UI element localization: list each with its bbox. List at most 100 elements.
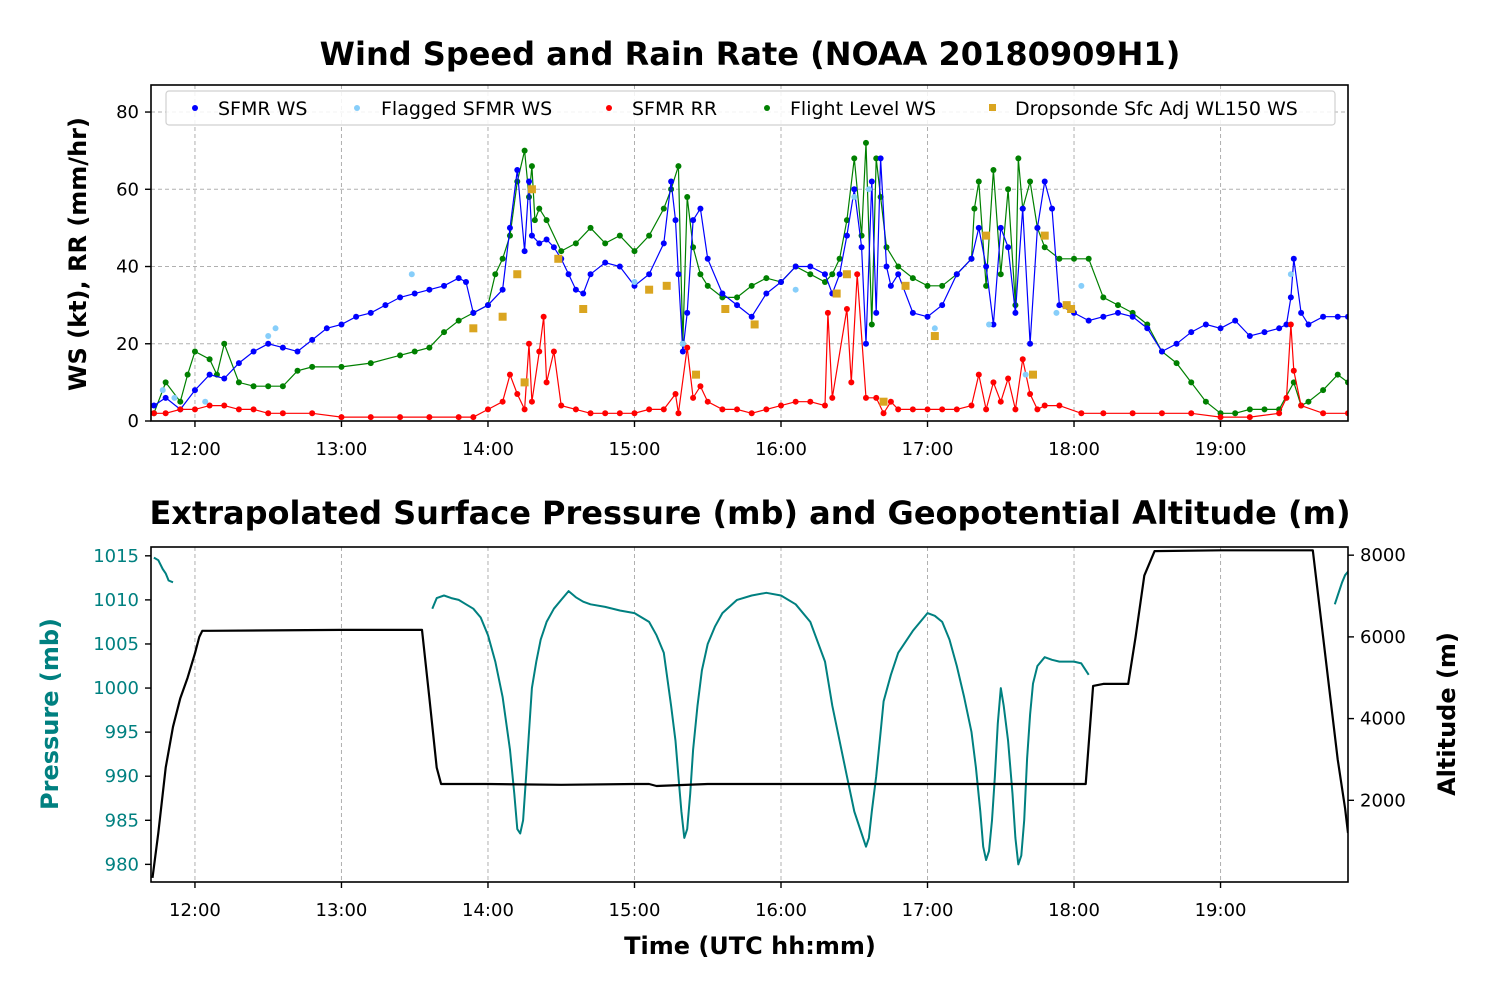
altitude-tick-label: 2000	[1360, 790, 1406, 811]
point-sfmr-ws	[1334, 313, 1341, 320]
point-sfmr-rr	[191, 406, 198, 413]
point-flight-level-ws	[411, 348, 418, 355]
time-x-axis-label: Time (UTC hh:mm)	[624, 932, 876, 960]
point-sfmr-ws	[939, 302, 946, 309]
point-flagged-sfmr-ws	[171, 394, 178, 401]
point-sfmr-ws	[1012, 309, 1019, 316]
bottom-x-tick-label: 19:00	[1195, 900, 1247, 921]
point-sfmr-rr	[1246, 414, 1253, 421]
point-sfmr-rr	[763, 406, 770, 413]
point-sfmr-ws	[924, 313, 931, 320]
point-flight-level-ws	[492, 271, 499, 278]
point-sfmr-rr	[1276, 410, 1283, 417]
point-flagged-sfmr-ws	[631, 278, 638, 285]
point-sfmr-rr	[543, 379, 550, 386]
bottom-x-tick-label: 16:00	[755, 900, 807, 921]
point-flight-level-ws	[843, 217, 850, 224]
point-flight-level-ws	[184, 371, 191, 378]
point-sfmr-rr	[821, 402, 828, 409]
point-sfmr-rr	[939, 406, 946, 413]
point-flight-level-ws	[191, 348, 198, 355]
point-flight-level-ws	[338, 363, 345, 370]
point-sfmr-rr	[1158, 410, 1165, 417]
point-sfmr-rr	[1129, 410, 1136, 417]
series-flagged-sfmr-ws	[159, 186, 1294, 405]
point-flight-level-ws	[1188, 379, 1195, 386]
pressure-tick-label: 1005	[93, 634, 139, 655]
point-sfmr-rr	[843, 306, 850, 312]
point-sfmr-rr	[587, 410, 594, 417]
point-sfmr-ws	[1305, 321, 1312, 328]
point-flight-level-ws	[675, 163, 682, 170]
point-flagged-sfmr-ws	[865, 186, 872, 193]
point-flight-level-ws	[1056, 255, 1063, 262]
point-sfmr-rr	[206, 402, 213, 409]
top-x-tick-label: 15:00	[609, 439, 661, 460]
altitude-tick-label: 4000	[1360, 709, 1406, 730]
point-sfmr-ws	[1049, 205, 1056, 212]
point-sfmr-ws	[821, 271, 828, 278]
legend-marker-dropsonde	[989, 104, 996, 111]
point-sfmr-rr	[924, 406, 931, 413]
point-sfmr-ws	[1034, 224, 1041, 231]
legend-box	[165, 90, 1336, 126]
point-sfmr-ws	[616, 263, 623, 270]
point-sfmr-rr	[367, 414, 374, 421]
point-dropsonde-sfc-adj-wl150-ws	[750, 320, 759, 329]
top-x-tick-label: 16:00	[755, 439, 807, 460]
point-sfmr-ws	[1276, 325, 1283, 332]
point-sfmr-rr	[690, 394, 697, 401]
point-sfmr-rr	[250, 406, 257, 413]
point-flight-level-ws	[536, 205, 543, 212]
point-flight-level-ws	[1232, 410, 1239, 417]
point-flight-level-ws	[526, 194, 532, 200]
point-flight-level-ws	[939, 282, 946, 289]
point-dropsonde-sfc-adj-wl150-ws	[1040, 231, 1049, 240]
pressure-altitude-chart: Extrapolated Surface Pressure (mb) and G…	[36, 494, 1461, 960]
point-sfmr-rr	[338, 414, 345, 421]
point-sfmr-ws	[748, 313, 755, 320]
point-sfmr-ws	[1202, 321, 1209, 328]
point-flight-level-ws	[177, 398, 184, 405]
point-flight-level-ws	[279, 383, 286, 390]
point-sfmr-ws	[763, 290, 770, 297]
pressure-altitude-series	[151, 549, 1348, 879]
point-sfmr-rr	[684, 344, 691, 351]
point-flight-level-ws	[1305, 398, 1312, 405]
point-sfmr-rr	[151, 410, 157, 417]
point-dropsonde-sfc-adj-wl150-ws	[930, 332, 939, 341]
top-y-tick-label: 0	[128, 411, 139, 432]
point-sfmr-rr	[1078, 410, 1085, 417]
point-flight-level-ws	[734, 294, 741, 301]
point-flight-level-ws	[1173, 360, 1180, 367]
point-sfmr-ws	[1298, 309, 1305, 316]
point-flight-level-ws	[660, 205, 667, 212]
pressure-tick-label: 995	[105, 722, 139, 743]
point-flagged-sfmr-ws	[851, 194, 858, 200]
point-sfmr-ws	[778, 278, 784, 285]
point-sfmr-ws	[221, 375, 228, 382]
pressure-line-segment	[153, 556, 174, 584]
point-sfmr-rr	[1056, 402, 1063, 409]
point-sfmr-ws	[983, 263, 990, 270]
point-flight-level-ws	[1027, 178, 1034, 185]
point-dropsonde-sfc-adj-wl150-ws	[1067, 305, 1076, 313]
point-sfmr-ws	[397, 294, 404, 301]
pressure-tick-label: 1015	[93, 546, 139, 567]
point-sfmr-rr	[990, 379, 997, 386]
point-sfmr-rr	[616, 410, 623, 417]
top-y-tick-label: 60	[116, 179, 139, 200]
point-sfmr-rr	[177, 406, 184, 413]
point-flight-level-ws	[836, 255, 843, 262]
point-sfmr-ws	[1290, 255, 1297, 262]
point-sfmr-ws	[646, 271, 653, 278]
point-sfmr-ws	[526, 178, 532, 185]
point-sfmr-rr	[572, 406, 579, 413]
top-x-tick-label: 18:00	[1048, 439, 1100, 460]
point-sfmr-ws	[734, 302, 741, 309]
legend-label-dropsonde: Dropsonde Sfc Adj WL150 WS	[1015, 98, 1298, 120]
point-sfmr-ws	[909, 309, 916, 316]
point-sfmr-ws	[1261, 329, 1268, 336]
point-flight-level-ws	[1085, 255, 1092, 262]
point-flight-level-ws	[1334, 371, 1341, 378]
